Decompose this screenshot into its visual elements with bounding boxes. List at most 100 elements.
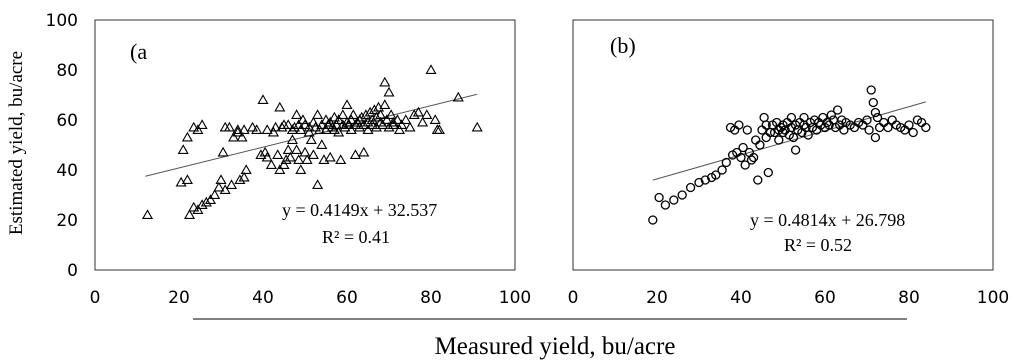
panel-a-data-point — [200, 196, 212, 207]
panel-a-data-point — [393, 124, 406, 134]
panel-b-x-tick-label: 20 — [646, 288, 668, 308]
panel-b-equation: y = 0.4814x + 26.798 — [750, 210, 905, 230]
panel-a-data-point — [341, 116, 353, 127]
panel-a-data-point — [246, 121, 259, 132]
panel-a-data-point — [228, 131, 240, 142]
panel-a-data-point — [354, 121, 366, 132]
panel-b-data-point — [799, 112, 809, 123]
panel-a-data-point — [417, 116, 429, 127]
chart-panel-b: 0 20 40 60 80 100 (b) y = 0.4814x + 26.798 R²… — [568, 19, 1009, 308]
panel-b-data-point — [711, 170, 721, 180]
panel-a-data-point — [330, 119, 343, 129]
panel-b-data-point — [759, 112, 769, 123]
panel-b-data-point — [761, 120, 771, 130]
panel-a-data-point — [358, 119, 370, 129]
panel-a-y-tick-label: 20 — [56, 211, 78, 231]
panel-a-data-point — [217, 146, 229, 157]
panel-a-x-tick-label: 40 — [252, 288, 274, 308]
panel-a-data-point — [360, 109, 372, 119]
panel-a-data-point — [347, 109, 359, 119]
panel-a-data-point — [383, 86, 395, 97]
panel-a-data-point — [326, 121, 338, 132]
panel-a-data-point — [316, 119, 328, 129]
panel-a-points — [141, 64, 483, 219]
panel-a-y-tick-label: 0 — [67, 261, 78, 281]
panel-a-data-point — [391, 114, 403, 124]
panel-a-data-point — [362, 124, 374, 134]
panel-b-data-point — [669, 195, 679, 205]
panel-b-data-point — [864, 125, 874, 135]
panel-a-data-point — [421, 109, 433, 119]
panel-b-data-point — [736, 152, 746, 163]
y-axis-title: Estimated yield, bu/acre — [6, 51, 27, 235]
panel-a-data-point — [238, 171, 250, 182]
panel-a-data-point — [339, 121, 351, 132]
panel-a-data-point — [303, 121, 315, 132]
panel-a-equation: y = 0.4149x + 32.537 — [282, 200, 437, 220]
panel-a-data-point — [291, 109, 303, 119]
x-axis-title: Measured yield, bu/acre — [435, 333, 676, 360]
panel-b-x-tick-label: 0 — [568, 288, 579, 308]
panel-a-data-point — [366, 114, 378, 124]
panel-a-data-point — [370, 111, 382, 122]
panel-a-data-point — [314, 124, 326, 134]
panel-a-data-point — [141, 209, 154, 219]
panel-a-data-point — [288, 121, 301, 132]
panel-a-data-point — [213, 181, 225, 192]
panel-a-data-point — [223, 121, 235, 132]
panel-a-data-point — [312, 109, 324, 119]
panel-b-data-point — [694, 177, 704, 188]
panel-a-data-point — [188, 201, 200, 212]
panel-b-data-point — [746, 155, 757, 165]
panel-b-data-point — [788, 132, 799, 143]
panel-a-data-point — [225, 179, 238, 189]
panel-b-data-point — [826, 110, 836, 120]
panel-b-data-point — [908, 127, 918, 138]
panel-b-data-point — [654, 192, 664, 203]
panel-a-x-tick-label: 20 — [168, 288, 190, 308]
panel-b-data-point — [870, 107, 881, 118]
panel-a-data-point — [333, 126, 345, 137]
panel-a-data-point — [261, 124, 273, 134]
panel-b-r2: R² = 0.52 — [784, 235, 852, 255]
panel-a-data-point — [318, 154, 330, 164]
panel-a-data-point — [232, 124, 244, 134]
panel-b-data-point — [786, 112, 797, 123]
panel-a-data-point — [333, 114, 345, 124]
panel-b-data-point — [822, 117, 832, 128]
panel-b-data-point — [734, 120, 744, 130]
panel-a-data-point — [272, 149, 284, 159]
panel-b-points — [648, 85, 931, 225]
panel-b-data-point — [803, 130, 813, 140]
panel-a-data-point — [196, 119, 208, 129]
panel-a-ticks: 0 20 40 60 80 100 0 20 40 60 80 100 — [46, 11, 532, 308]
panel-a-data-point — [316, 139, 328, 149]
panel-a-data-point — [307, 149, 319, 159]
panel-a-data-point — [396, 119, 408, 129]
panel-b-data-point — [790, 145, 801, 155]
panel-a-y-tick-label: 40 — [56, 161, 78, 181]
panel-a-data-point — [181, 174, 193, 184]
panel-b-data-point — [862, 115, 872, 125]
panel-a-data-point — [265, 159, 277, 169]
panel-a-data-point — [251, 124, 263, 134]
panel-b-data-point — [866, 85, 876, 95]
panel-a-data-point — [299, 119, 311, 129]
panel-b-x-tick-label: 80 — [898, 288, 920, 308]
panel-a-data-point — [349, 119, 361, 129]
panel-b-data-point — [755, 140, 765, 150]
panel-a-data-point — [322, 119, 334, 129]
panel-b-x-tick-label: 100 — [977, 288, 1009, 308]
panel-a-data-point — [192, 124, 204, 134]
panel-a-y-tick-label: 60 — [56, 111, 78, 131]
panel-a-data-point — [356, 111, 368, 122]
panel-a-data-point — [312, 179, 324, 189]
panel-a-y-tick-label: 100 — [46, 11, 78, 31]
panel-a-data-point — [301, 154, 313, 164]
panel-a-data-point — [337, 109, 349, 119]
panel-b-label: (b) — [610, 33, 636, 58]
panel-a-data-point — [381, 114, 393, 124]
panel-a-data-point — [385, 109, 397, 119]
panel-a-data-point — [379, 99, 391, 109]
panel-a-label: (a — [130, 39, 147, 64]
